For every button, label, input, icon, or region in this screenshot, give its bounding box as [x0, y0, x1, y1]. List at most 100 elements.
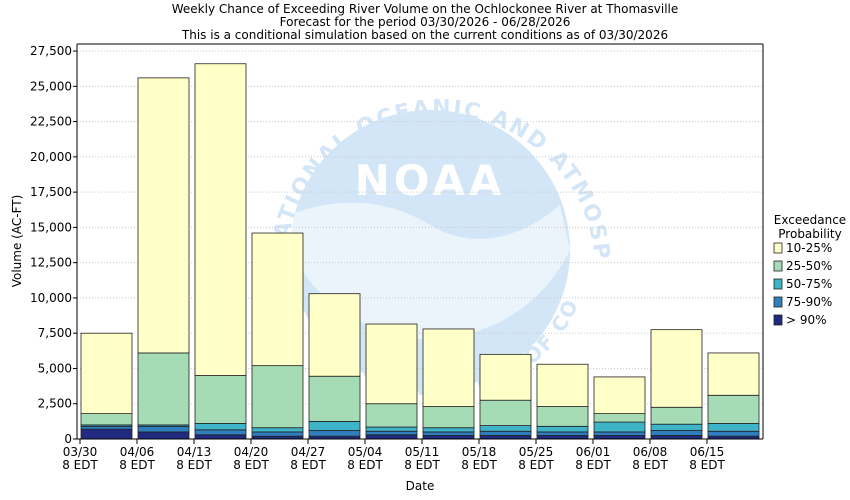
x-tick-sublabel-11: 8 EDT	[689, 458, 725, 472]
legend-label-2: 50-75%	[786, 277, 832, 291]
y-tick-label-3: 7,500	[38, 326, 72, 340]
bar-03-30-seg-4	[80, 332, 133, 415]
x-tick-label-2: 04/13	[177, 445, 212, 459]
legend-title-line-1: Exceedance	[774, 213, 846, 227]
x-tick-label-4: 04/27	[291, 445, 326, 459]
bar-04-06-seg-3	[137, 352, 190, 426]
x-tick-sublabel-4: 8 EDT	[290, 458, 326, 472]
legend-swatch-4	[773, 314, 783, 326]
x-tick-label-1: 04/06	[120, 445, 155, 459]
x-tick-label-11: 06/15	[690, 445, 725, 459]
bar-04-06-seg-1	[137, 425, 190, 433]
bar-05-18-seg-2	[479, 425, 532, 432]
x-tick-sublabel-0: 8 EDT	[62, 458, 98, 472]
x-tick-sublabel-2: 8 EDT	[176, 458, 212, 472]
bar-05-18-seg-0	[479, 435, 532, 440]
bar-06-15-seg-2	[707, 423, 760, 432]
bar-04-13-seg-3	[194, 375, 247, 424]
legend-label-1: 25-50%	[786, 259, 832, 273]
bars	[80, 63, 760, 440]
x-tick-label-0: 03/30	[63, 445, 98, 459]
bar-04-27-seg-1	[308, 430, 361, 437]
axes	[76, 43, 764, 440]
bar-04-13-seg-1	[194, 429, 247, 436]
bar-05-25-seg-1	[536, 431, 589, 436]
legend-label-3: 75-90%	[786, 295, 832, 309]
bar-06-15-seg-1	[707, 430, 760, 437]
bar-05-18-seg-4	[479, 353, 532, 401]
title-line-3: This is a conditional simulation based o…	[181, 28, 668, 42]
bar-05-04-seg-2	[365, 426, 418, 432]
bar-05-11-seg-2	[422, 427, 475, 433]
bar-04-20-seg-4	[251, 232, 304, 367]
bar-06-01-seg-0	[593, 435, 646, 440]
y-tick-label-4: 10,000	[30, 291, 72, 305]
bar-06-08-seg-2	[650, 423, 703, 431]
x-tick-label-6: 05/11	[405, 445, 440, 459]
title-line-1: Weekly Chance of Exceeding River Volume …	[172, 2, 679, 16]
x-tick-sublabel-1: 8 EDT	[119, 458, 155, 472]
bar-06-08-seg-1	[650, 430, 703, 436]
bar-06-01-seg-3	[593, 413, 646, 423]
bar-04-13-seg-2	[194, 423, 247, 431]
x-tick-sublabel-7: 8 EDT	[461, 458, 497, 472]
bar-05-04-seg-1	[365, 430, 418, 436]
title-line-2: Forecast for the period 03/30/2026 - 06/…	[280, 15, 571, 29]
bar-04-20-seg-1	[251, 431, 304, 437]
bar-04-13-seg-0	[194, 434, 247, 440]
bar-06-08-seg-3	[650, 406, 703, 425]
bar-05-04-seg-3	[365, 403, 418, 428]
x-tick-sublabel-5: 8 EDT	[347, 458, 383, 472]
bar-05-11-seg-1	[422, 431, 475, 436]
y-tick-label-5: 12,500	[30, 256, 72, 270]
y-tick-label-7: 17,500	[30, 185, 72, 199]
bar-06-08-seg-4	[650, 329, 703, 408]
x-tick-sublabel-10: 8 EDT	[632, 458, 668, 472]
legend-label-4: > 90%	[786, 313, 827, 327]
y-tick-label-10: 25,000	[30, 79, 72, 93]
bar-05-04-seg-4	[365, 323, 418, 405]
y-tick-label-6: 15,000	[30, 220, 72, 234]
chart-title: Weekly Chance of Exceeding River Volume …	[172, 2, 679, 42]
bar-06-01-seg-4	[593, 376, 646, 415]
gridlines	[77, 50, 763, 405]
bar-04-20-seg-3	[251, 365, 304, 429]
bar-04-06-seg-4	[137, 77, 190, 354]
bar-05-25-seg-0	[536, 435, 589, 440]
bar-05-25-seg-3	[536, 406, 589, 427]
y-axis-title: Volume (AC-FT)	[10, 195, 24, 288]
y-tick-label-2: 5,000	[38, 361, 72, 375]
noaa-logo-text: NOAA	[355, 156, 506, 205]
bar-06-01-seg-2	[593, 421, 646, 433]
bar-05-11-seg-4	[422, 328, 475, 407]
x-tick-sublabel-3: 8 EDT	[233, 458, 269, 472]
bar-05-18-seg-3	[479, 399, 532, 426]
x-tick-label-8: 05/25	[519, 445, 554, 459]
bar-05-18-seg-1	[479, 430, 532, 436]
bar-05-25-seg-2	[536, 425, 589, 433]
legend-swatch-3	[773, 296, 783, 308]
bar-04-06-seg-0	[137, 431, 190, 440]
bar-06-01-seg-1	[593, 431, 646, 436]
bar-06-15-seg-3	[707, 394, 760, 424]
legend-swatch-0	[773, 242, 783, 254]
y-axis-ticks: 0 2,500 5,000 7,500 10,000 12,500 15,000 17,500…	[30, 44, 77, 446]
bar-04-20-seg-2	[251, 427, 304, 433]
bar-05-25-seg-4	[536, 363, 589, 407]
bar-04-27-seg-2	[308, 420, 361, 431]
legend-title-line-2: Probability	[778, 227, 841, 241]
bar-03-30-seg-0	[80, 428, 133, 440]
y-tick-label-9: 22,500	[30, 115, 72, 129]
y-tick-label-1: 2,500	[38, 397, 72, 411]
x-tick-label-10: 06/08	[633, 445, 668, 459]
bar-05-04-seg-0	[365, 434, 418, 440]
bar-03-30-seg-1	[80, 425, 133, 430]
x-tick-sublabel-9: 8 EDT	[575, 458, 611, 472]
x-axis-title: Date	[406, 479, 435, 493]
y-tick-label-11: 27,500	[30, 44, 72, 58]
x-tick-sublabel-6: 8 EDT	[404, 458, 440, 472]
